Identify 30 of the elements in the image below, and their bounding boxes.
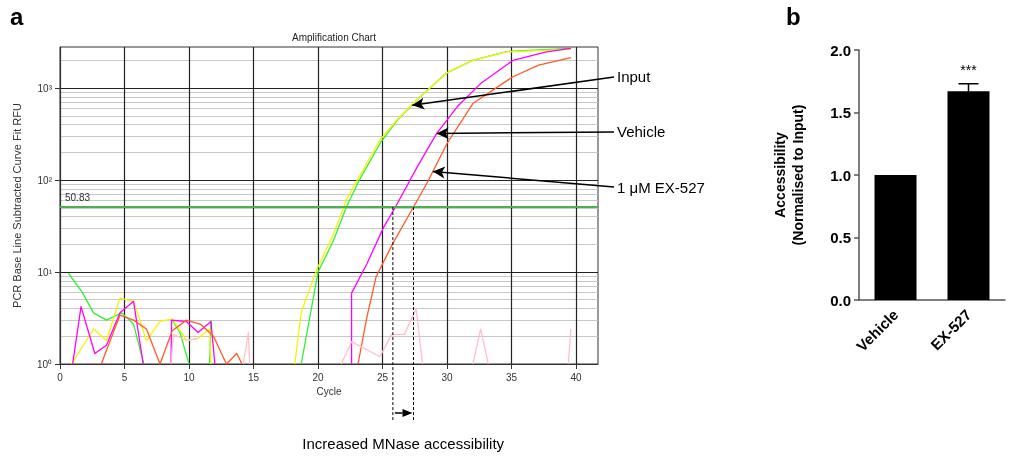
y-axis-title: PCR Base Line Subtracted Curve Fit RFU [10, 103, 23, 308]
text: a [10, 2, 24, 30]
text: b [786, 2, 801, 30]
y-tick-label: 10⁰ [36, 358, 52, 370]
y-tick-label: 10³ [37, 82, 53, 94]
annotation: 1 μM EX-527 [616, 178, 705, 196]
y-tick-label: 1.5 [830, 104, 851, 121]
x-tick-label: 10 [183, 371, 196, 383]
chart-title: Amplification Chart [292, 31, 377, 43]
x-tick-label: 5 [121, 371, 128, 383]
y-tick-label: 2.0 [830, 41, 851, 59]
x-tick-label: 40 [570, 371, 583, 383]
annotation: Input [616, 68, 652, 86]
x-tick-label: 35 [506, 371, 518, 383]
x-tick-label: 25 [376, 371, 389, 383]
y-axis-title: Accessibility (Normalised to Input) [772, 104, 806, 246]
x-tick-label: 20 [312, 371, 325, 383]
y-tick-label: 0.5 [830, 229, 851, 246]
x-tick-label: 0 [57, 371, 64, 383]
annotation: *** [960, 61, 978, 78]
x-axis-title: Cycle [316, 386, 342, 398]
x-tick-label: 15 [247, 371, 260, 383]
text: Increased MNase accessibility [302, 435, 505, 452]
y-tick-label: 10¹ [37, 266, 53, 278]
y-tick-label: 0.0 [830, 291, 851, 309]
y-tick-label: 10² [37, 174, 53, 186]
y-tick-label: 1.0 [830, 166, 851, 184]
annotation: Vehicle [617, 123, 666, 141]
x-tick-label: 30 [441, 371, 454, 383]
ref-line-label: 50.83 [65, 191, 91, 203]
